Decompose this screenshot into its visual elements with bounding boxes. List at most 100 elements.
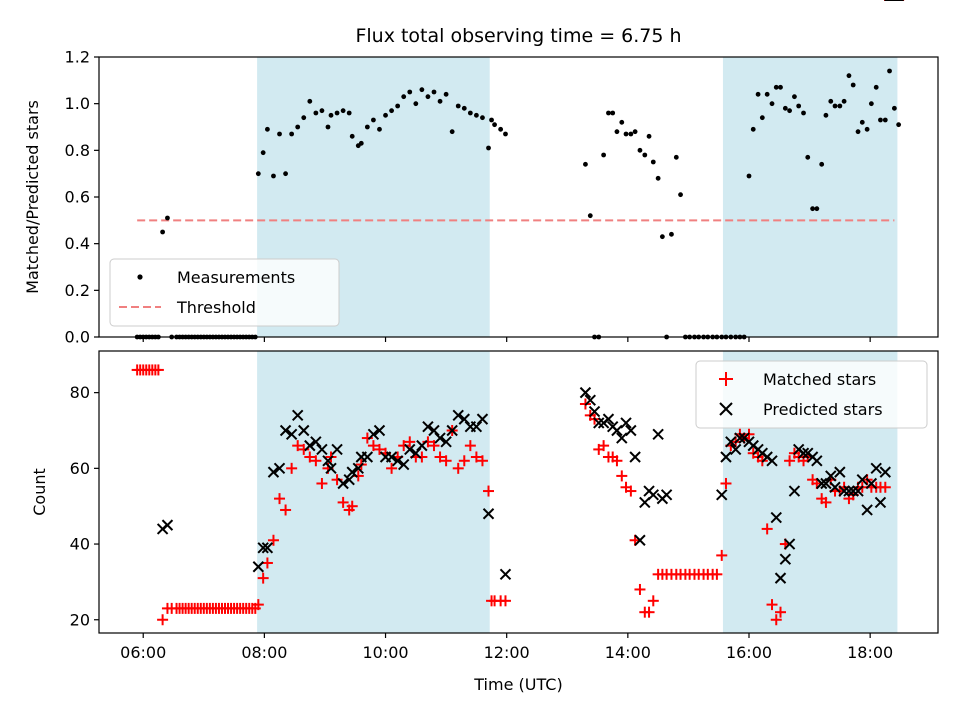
predicted-star-point xyxy=(865,477,878,490)
top-y-tick-label: 0.2 xyxy=(65,281,90,300)
measurement-point xyxy=(882,117,888,123)
measurement-point xyxy=(669,231,674,237)
predicted-star-point xyxy=(725,436,737,448)
measurement-point xyxy=(864,126,870,132)
measurement-point xyxy=(295,124,301,130)
predicted-star-point xyxy=(652,428,664,440)
predicted-star-point xyxy=(629,451,641,463)
measurement-point xyxy=(271,173,276,179)
measurement-point xyxy=(659,234,665,240)
matched-star-point xyxy=(598,440,610,452)
x-tick-label: 18:00 xyxy=(847,643,893,662)
matched-star-point xyxy=(337,496,349,508)
top-y-tick-label: 0.0 xyxy=(65,328,90,347)
predicted-star-point xyxy=(774,572,787,584)
predicted-star-point xyxy=(252,561,265,573)
predicted-star-point xyxy=(331,443,343,456)
predicted-star-point xyxy=(346,466,358,478)
measurement-point xyxy=(265,126,270,132)
measurement-point xyxy=(832,103,838,109)
predicted-star-point xyxy=(825,470,837,482)
measurement-point xyxy=(340,108,346,114)
bottom-panel: 20 40 60 80 06:00 08:00 10:00 12:00 14:00 16:00 1… xyxy=(30,0,939,694)
measurement-point xyxy=(778,84,783,90)
chart-title: Flux total observing time = 6.75 h xyxy=(355,25,681,47)
predicted-star-point xyxy=(470,420,483,433)
predicted-star-point xyxy=(440,436,452,448)
measurement-point xyxy=(377,126,382,132)
predicted-star-point xyxy=(452,409,464,422)
matched-star-point xyxy=(476,455,488,467)
predicted-star-point xyxy=(343,473,355,486)
predicted-star-point xyxy=(446,424,458,437)
measurement-point xyxy=(449,129,455,135)
matched-star-point xyxy=(774,606,786,618)
legend-measurements-marker xyxy=(137,274,143,280)
predicted-star-point xyxy=(410,447,422,459)
matched-star-point xyxy=(483,485,495,497)
measurement-point xyxy=(467,110,473,116)
predicted-star-point xyxy=(352,462,364,475)
measurement-point xyxy=(165,215,170,221)
predicted-star-point xyxy=(797,447,810,459)
matched-star-point xyxy=(440,455,452,467)
measurement-point xyxy=(489,117,494,123)
predicted-star-point xyxy=(602,413,615,425)
predicted-star-point xyxy=(304,439,316,452)
measurement-point xyxy=(395,103,401,109)
measurement-point xyxy=(503,131,508,137)
measurement-point xyxy=(655,175,661,181)
matched-star-point xyxy=(770,614,782,626)
measurement-point xyxy=(859,119,865,125)
matched-star-point xyxy=(464,440,476,452)
matched-star-point xyxy=(458,455,470,467)
bottom-y-tick-label: 80 xyxy=(70,383,90,402)
measurement-point xyxy=(810,206,816,212)
x-tick-label: 10:00 xyxy=(362,643,408,662)
top-y-tick-label: 1.0 xyxy=(65,94,90,113)
predicted-star-point xyxy=(385,451,398,463)
top-y-tick-label: 1.2 xyxy=(65,48,90,67)
top-panel: 0.0 0.2 0.4 0.6 0.8 1.0 1.2 Matched/Predicted … xyxy=(23,48,939,347)
matched-star-point xyxy=(611,455,623,467)
measurement-point xyxy=(846,73,852,79)
predicted-star-point xyxy=(322,455,334,467)
predicted-star-point xyxy=(373,424,386,437)
predicted-star-point xyxy=(391,455,404,467)
matched-star-point xyxy=(386,462,398,474)
predicted-star-point xyxy=(874,496,887,509)
matched-star-point xyxy=(310,455,322,467)
predicted-star-point xyxy=(788,485,801,497)
predicted-star-point xyxy=(625,424,637,437)
matched-star-point xyxy=(625,485,637,497)
predicted-star-point xyxy=(660,489,673,501)
matched-star-point xyxy=(820,496,832,508)
measurement-point xyxy=(841,98,847,104)
predicted-star-point xyxy=(783,538,796,550)
predicted-star-point xyxy=(861,504,873,516)
measurement-point xyxy=(313,110,319,116)
measurement-point xyxy=(606,110,611,116)
shaded-interval-1 xyxy=(722,57,898,337)
measurement-point xyxy=(480,115,485,121)
matched-star-point xyxy=(428,440,440,452)
predicted-star-point xyxy=(285,428,298,440)
measurement-point xyxy=(307,98,313,104)
x-tick-label: 08:00 xyxy=(241,643,287,662)
measurement-point xyxy=(801,110,806,116)
measurement-point xyxy=(349,133,355,139)
bottom-legend-box xyxy=(695,360,928,429)
matched-star-point xyxy=(711,568,723,580)
measurement-point xyxy=(371,117,376,123)
measurement-point xyxy=(283,171,288,177)
measurement-point xyxy=(805,154,811,160)
measurement-point xyxy=(277,131,282,137)
predicted-star-point xyxy=(820,477,832,490)
matched-star-point xyxy=(720,477,732,489)
predicted-star-point xyxy=(476,413,489,425)
measurement-point xyxy=(319,108,325,114)
predicted-star-point xyxy=(404,443,416,456)
predicted-star-point xyxy=(616,432,628,444)
measurement-point xyxy=(301,115,307,121)
measurement-point xyxy=(583,161,588,167)
